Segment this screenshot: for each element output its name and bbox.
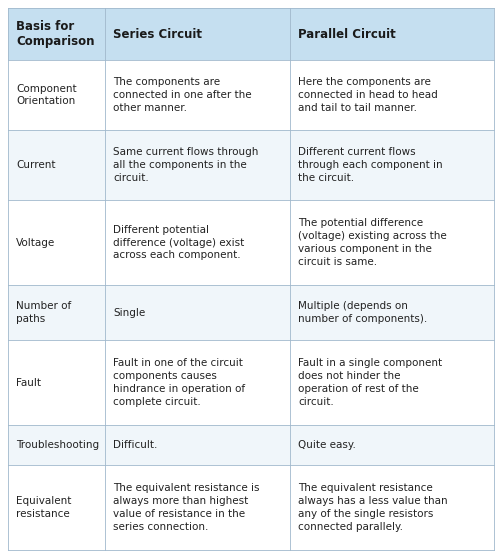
Text: Single: Single: [113, 307, 145, 318]
Bar: [8, 130, 493, 200]
Bar: [8, 425, 493, 465]
Text: Parallel Circuit: Parallel Circuit: [297, 27, 395, 41]
Text: Multiple (depends on
number of components).: Multiple (depends on number of component…: [297, 301, 426, 324]
Text: Fault in a single component
does not hinder the
operation of rest of the
circuit: Fault in a single component does not hin…: [297, 358, 441, 407]
Text: Fault: Fault: [16, 378, 41, 388]
Text: Equivalent
resistance: Equivalent resistance: [16, 496, 71, 519]
Text: The equivalent resistance is
always more than highest
value of resistance in the: The equivalent resistance is always more…: [113, 483, 259, 532]
Text: The components are
connected in one after the
other manner.: The components are connected in one afte…: [113, 77, 252, 113]
Text: Fault in one of the circuit
components causes
hindrance in operation of
complete: Fault in one of the circuit components c…: [113, 358, 245, 407]
Text: Here the components are
connected in head to head
and tail to tail manner.: Here the components are connected in hea…: [297, 77, 437, 113]
Bar: [8, 200, 493, 285]
Text: Quite easy.: Quite easy.: [297, 440, 355, 450]
Text: Different current flows
through each component in
the circuit.: Different current flows through each com…: [297, 147, 441, 183]
Text: The equivalent resistance
always has a less value than
any of the single resisto: The equivalent resistance always has a l…: [297, 483, 446, 532]
Text: Troubleshooting: Troubleshooting: [16, 440, 99, 450]
Bar: [8, 465, 493, 550]
Text: Voltage: Voltage: [16, 238, 55, 248]
Text: Current: Current: [16, 160, 56, 170]
Bar: [8, 60, 493, 130]
Text: Basis for
Comparison: Basis for Comparison: [16, 20, 94, 49]
Bar: [8, 340, 493, 425]
Text: The potential difference
(voltage) existing across the
various component in the
: The potential difference (voltage) exist…: [297, 219, 446, 267]
Bar: [8, 8, 493, 60]
Text: Component
Orientation: Component Orientation: [16, 84, 77, 107]
Text: Same current flows through
all the components in the
circuit.: Same current flows through all the compo…: [113, 147, 258, 183]
Text: Different potential
difference (voltage) exist
across each component.: Different potential difference (voltage)…: [113, 225, 244, 261]
Text: Difficult.: Difficult.: [113, 440, 157, 450]
Text: Series Circuit: Series Circuit: [113, 27, 202, 41]
Bar: [8, 285, 493, 340]
Text: Number of
paths: Number of paths: [16, 301, 71, 324]
